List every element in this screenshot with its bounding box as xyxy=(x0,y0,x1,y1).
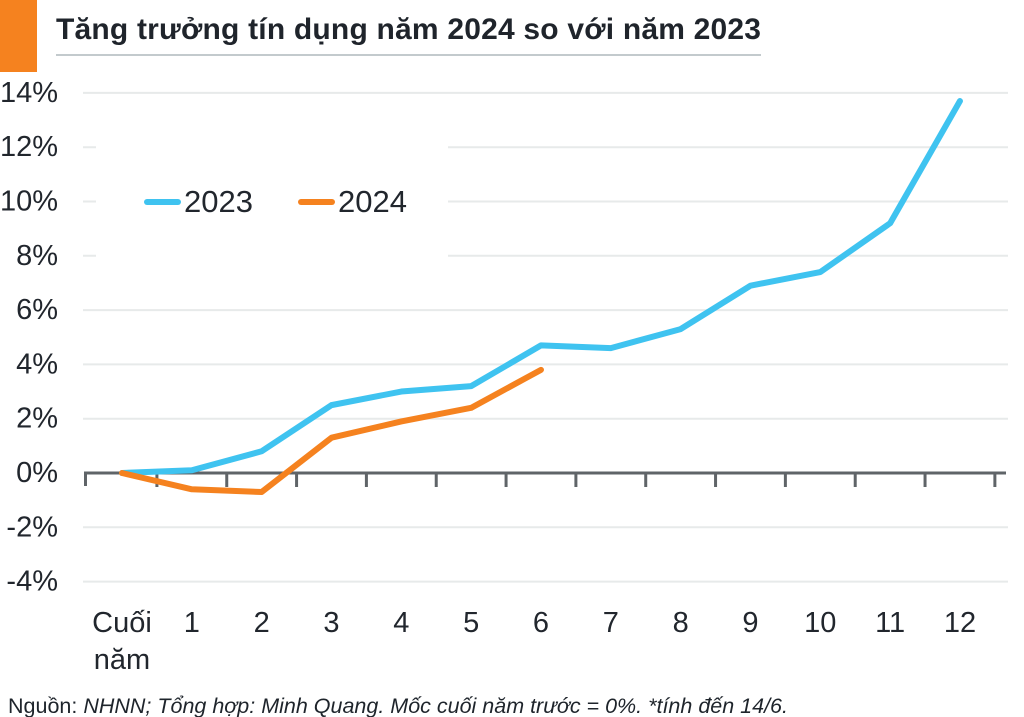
series-line-2023 xyxy=(119,98,963,476)
source-note: Nguồn: NHNN; Tổng hợp: Minh Quang. Mốc c… xyxy=(8,694,788,717)
x-axis-label: 10 xyxy=(804,607,836,639)
x-axis-label: 7 xyxy=(603,607,619,639)
x-axis-label: 8 xyxy=(673,607,689,639)
chart-legend: 2023 2024 xyxy=(96,142,448,262)
x-axis-label: Cuối năm xyxy=(92,607,152,676)
source-note-text: NHNN; Tổng hợp: Minh Quang. Mốc cuối năm… xyxy=(77,693,788,717)
y-axis-label: 14% xyxy=(0,77,58,109)
y-axis-label: 4% xyxy=(16,348,58,380)
x-axis-label: 1 xyxy=(184,607,200,639)
chart-title: Tăng trưởng tín dụng năm 2024 so với năm… xyxy=(56,13,762,56)
legend-line-2024-icon xyxy=(297,199,335,205)
y-axis-label: 12% xyxy=(0,131,58,163)
y-axis-label: -2% xyxy=(6,511,58,543)
x-axis-label: 2 xyxy=(254,607,270,639)
source-note-prefix: Nguồn: xyxy=(8,693,78,717)
y-axis-label: 0% xyxy=(16,457,58,489)
legend-label-2023: 2023 xyxy=(184,184,253,219)
title-accent-square xyxy=(0,0,37,72)
y-axis-label: 8% xyxy=(16,240,58,272)
series-line-2024 xyxy=(119,366,544,496)
y-axis-label: -4% xyxy=(6,566,58,598)
y-axis-label: 2% xyxy=(16,403,58,435)
x-axis-label: 4 xyxy=(393,607,409,639)
legend-label-2024: 2024 xyxy=(337,184,407,219)
x-axis-label: 3 xyxy=(323,607,339,639)
x-axis-label: 9 xyxy=(742,607,758,639)
legend-line-2023-icon xyxy=(144,199,181,205)
legend-item-2024: 2024 xyxy=(297,184,407,220)
x-axis-label: 5 xyxy=(463,607,479,639)
y-axis-label: 10% xyxy=(0,186,58,218)
y-axis-label: 6% xyxy=(16,294,58,326)
x-axis-label: 12 xyxy=(944,607,976,639)
x-axis-label: 11 xyxy=(875,607,905,639)
x-axis-label: 6 xyxy=(533,607,549,639)
legend-item-2023: 2023 xyxy=(144,184,253,220)
